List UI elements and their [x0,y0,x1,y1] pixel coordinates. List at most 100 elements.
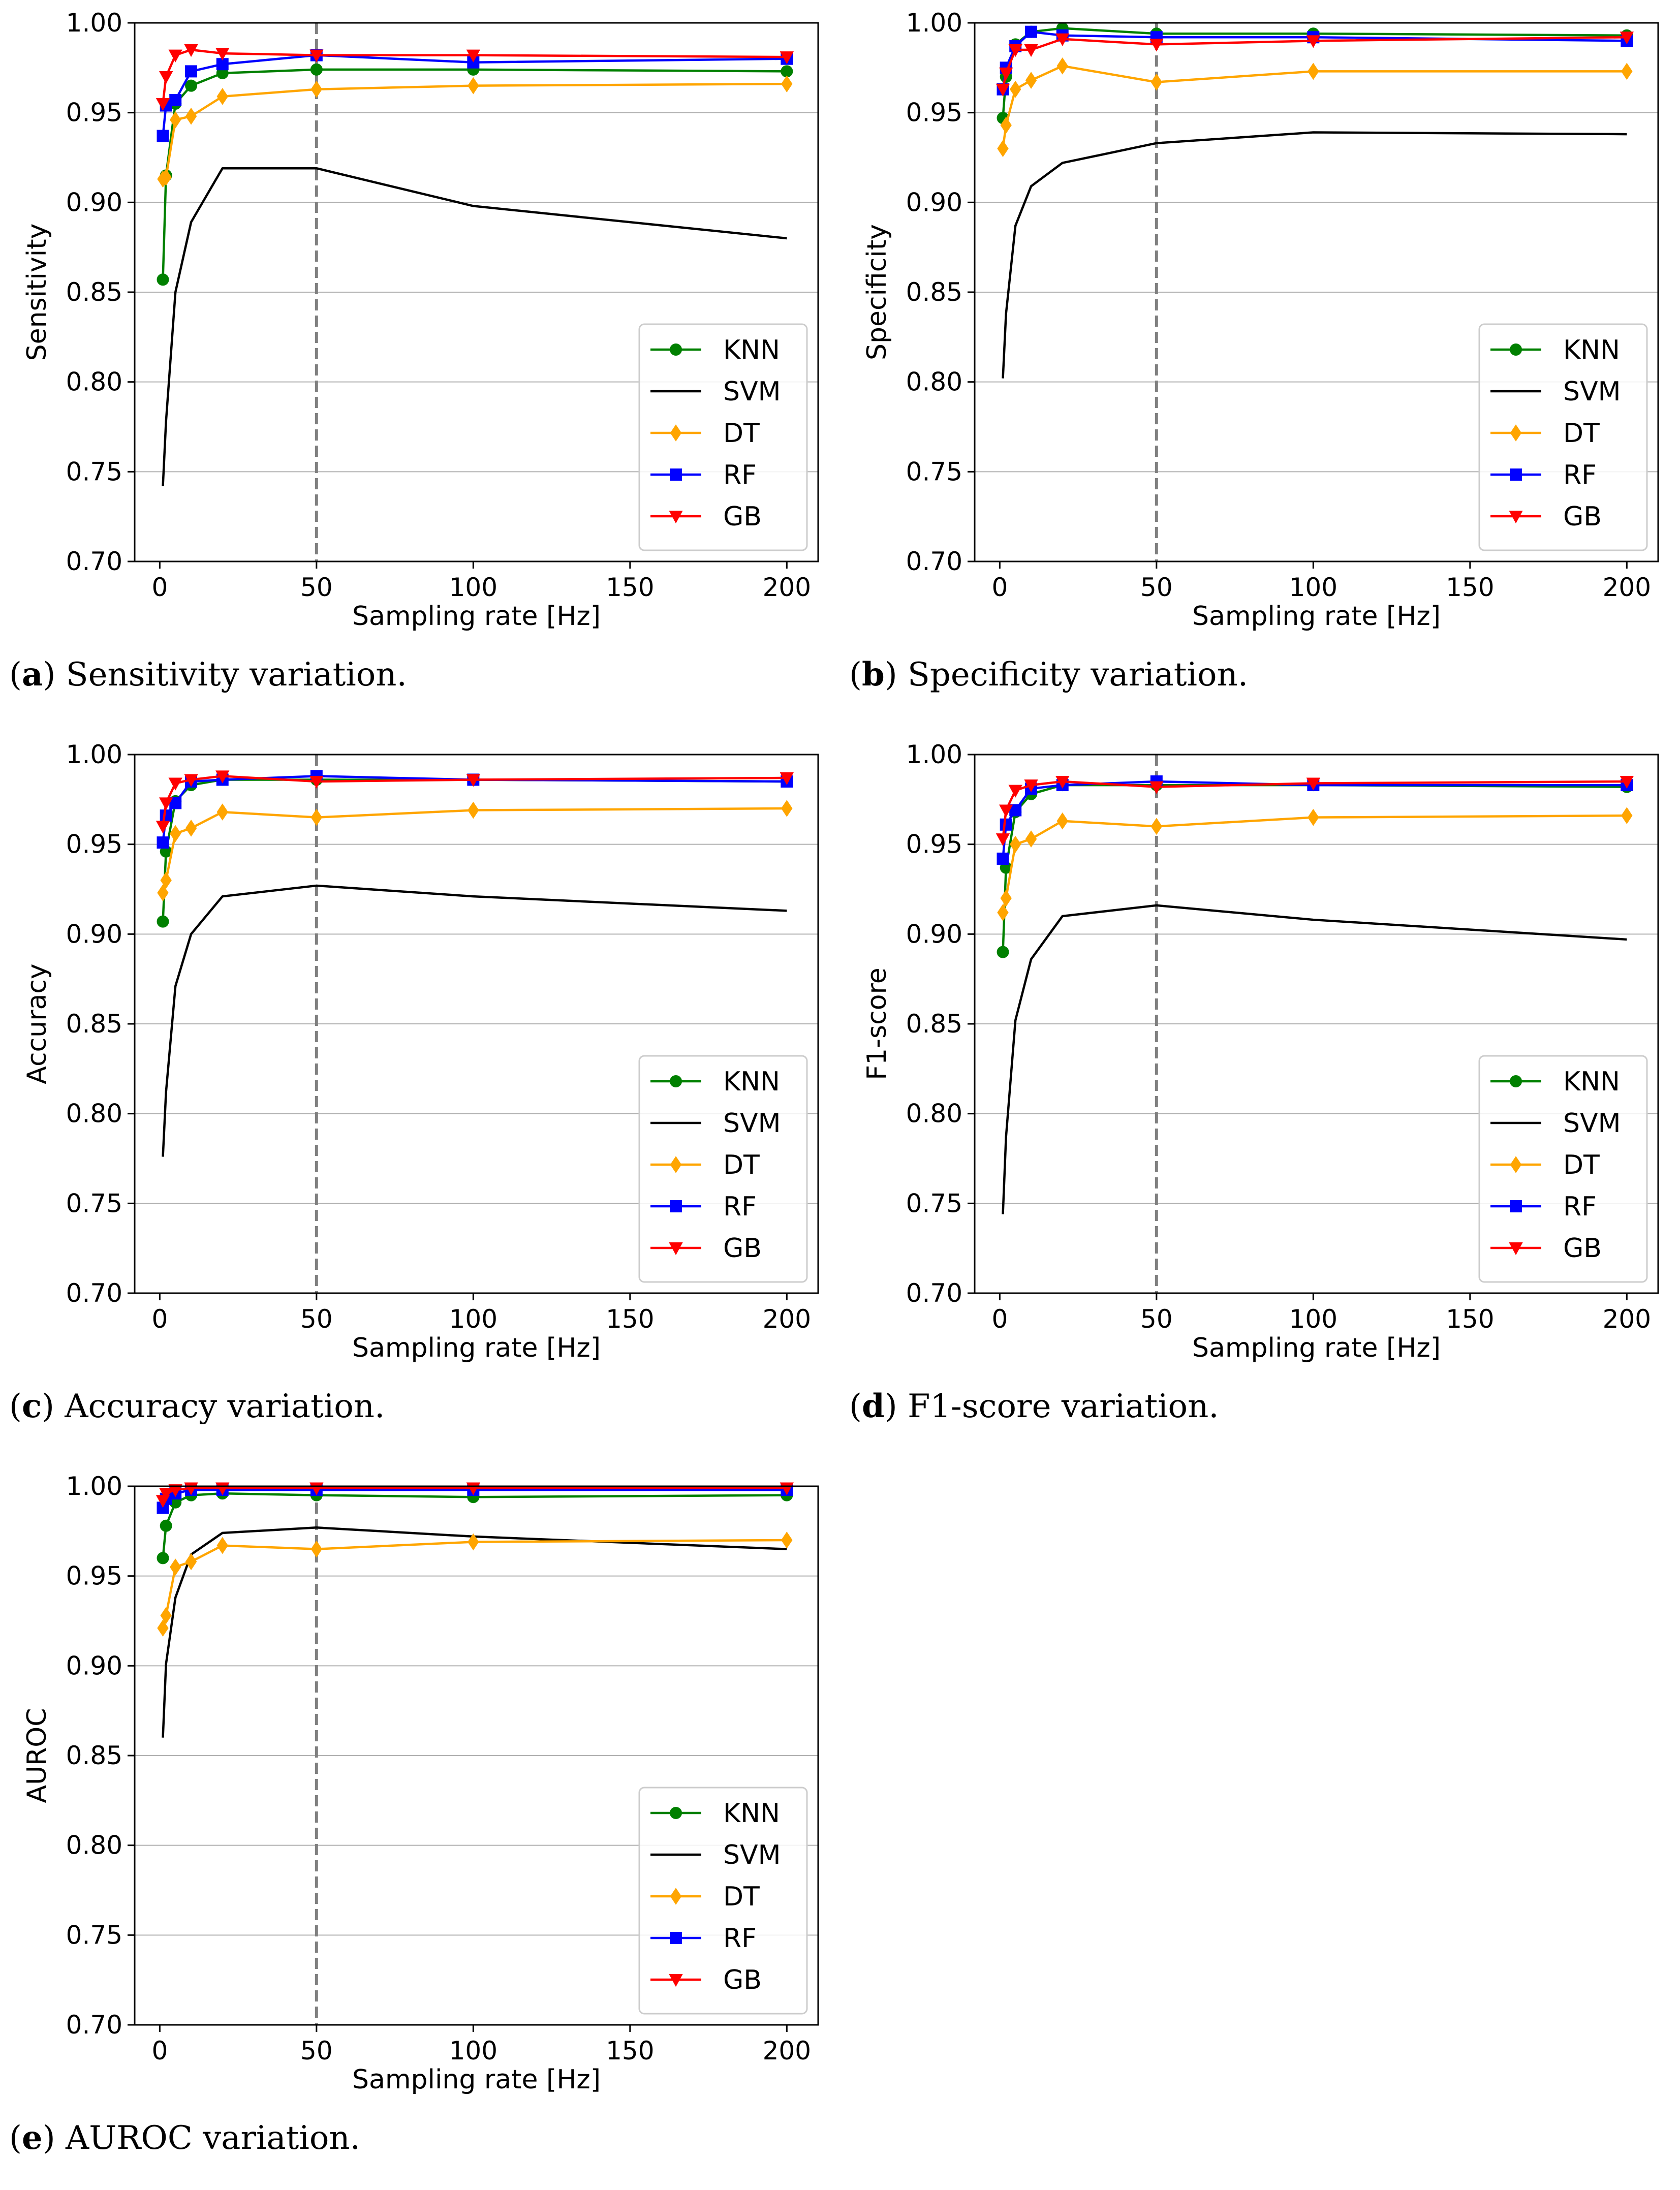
y-tick-label: 0.70 [906,547,962,576]
x-tick-label: 150 [606,1304,654,1334]
legend-label-gb: GB [1563,502,1602,532]
series-line-svm [1002,904,1627,1214]
data-point-gb [155,821,170,834]
data-point-gb [168,1484,182,1497]
data-point-gb [1620,32,1634,45]
data-point-gb [168,49,182,62]
data-point-dt [1025,72,1037,89]
x-tick-label: 150 [1446,573,1494,602]
legend-box [1478,1055,1648,1283]
data-point-dt [216,1537,228,1554]
data-point-dt [997,904,1009,921]
legend-marker-knn [1510,343,1522,356]
legend-label-rf: RF [723,1923,757,1954]
legend: KNN SVM DT RF GB [638,1787,808,2015]
data-point-dt [997,140,1009,158]
data-point-gb [215,48,230,61]
y-tick-label: 0.80 [906,1099,962,1129]
data-point-knn [781,65,793,78]
data-point-knn [997,946,1009,958]
caption-d-text: F1-score variation. [897,1388,1219,1425]
y-tick-label: 1.00 [906,740,962,769]
legend-label-dt: DT [1563,1150,1600,1180]
x-tick-label: 0 [991,573,1008,602]
legend-label-gb: GB [723,1965,762,1995]
data-point-dt [170,111,181,129]
x-tick-label: 100 [1289,1304,1337,1334]
data-point-knn [157,1552,169,1565]
legend: KNN SVM DT RF GB [1478,1055,1648,1283]
data-point-rf [185,65,198,78]
legend-label-dt: DT [1563,418,1600,449]
y-tick-label: 0.95 [66,1561,122,1591]
legend-marker-dt [1510,424,1522,442]
legend: KNN SVM DT RF GB [1478,323,1648,551]
data-point-gb [999,67,1013,81]
data-point-dt [1150,818,1163,835]
data-point-gb [780,772,794,786]
series-line-knn [162,1492,787,1558]
x-tick-label: 200 [763,2036,811,2066]
legend-label-knn: KNN [723,1798,780,1829]
data-point-dt [781,75,793,92]
legend-box [1478,323,1648,551]
data-point-gb [159,797,173,810]
legend-marker-knn [670,1075,682,1087]
panel-d: 0.70 0.75 0.80 0.85 0.90 0.95 1.00 0 50 100 150 200… [840,732,1680,1458]
data-point-dt [170,825,181,842]
series-line-svm [162,884,787,1157]
y-axis-label: Specificity [862,224,892,360]
legend: KNN SVM DT RF GB [638,323,808,551]
caption-e-letter: e [21,2119,43,2157]
legend-label-knn: KNN [1563,1067,1620,1097]
x-axis-label: Sampling rate [Hz] [1192,1333,1441,1363]
x-tick-label: 100 [449,2036,497,2066]
data-point-dt [468,77,479,95]
y-tick-label: 0.80 [66,367,122,397]
data-point-dt [1000,116,1012,134]
x-tick-label: 200 [1603,1304,1651,1334]
data-point-gb [1055,776,1070,789]
data-point-gb [155,98,170,111]
y-tick-label: 0.85 [906,1009,962,1039]
data-point-rf [157,836,169,849]
specificity-chart: 0.70 0.75 0.80 0.85 0.90 0.95 1.00 0 50 100 150 200… [862,8,1659,632]
legend-label-dt: DT [723,418,760,449]
x-tick-label: 100 [449,1304,497,1334]
data-point-dt [468,801,479,819]
legend-marker-dt [1510,1156,1522,1173]
data-point-dt [781,1531,793,1549]
y-tick-label: 0.90 [906,919,962,949]
y-tick-label: 0.75 [906,1188,962,1218]
data-point-knn [185,79,198,92]
y-tick-label: 0.80 [66,1099,122,1129]
data-point-gb [1620,776,1634,789]
data-point-gb [159,71,173,84]
series-line-svm [162,1526,787,1738]
legend-label-gb: GB [723,502,762,532]
y-tick-label: 0.85 [66,1741,122,1770]
x-tick-label: 150 [606,573,654,602]
data-point-dt [1056,57,1068,75]
data-point-gb [1149,781,1164,794]
x-axis-label: Sampling rate [Hz] [352,1333,601,1363]
y-tick-label: 0.75 [66,1188,122,1218]
data-point-dt [216,803,228,821]
series-line-svm [162,167,787,486]
data-point-rf [157,130,169,142]
panel-e: 0.70 0.75 0.80 0.85 0.90 0.95 1.00 0 50 100 150 200… [0,1463,840,2190]
data-point-gb [184,774,198,787]
data-point-dt [310,808,323,826]
data-point-gb [780,51,794,65]
x-tick-label: 0 [151,2036,168,2066]
data-point-gb [995,83,1010,97]
data-point-dt [1025,830,1037,848]
auroc-chart: 0.70 0.75 0.80 0.85 0.90 0.95 1.00 0 50 100 150 200… [22,1472,819,2095]
x-tick-label: 50 [300,573,333,602]
panel-a: 0.70 0.75 0.80 0.85 0.90 0.95 1.00 0 50 100 150 200… [0,0,840,727]
legend-label-gb: GB [1563,1233,1602,1264]
data-point-dt [170,1558,181,1576]
data-point-dt [216,88,228,105]
data-point-rf [160,809,172,822]
caption-a-letter: a [21,655,43,694]
